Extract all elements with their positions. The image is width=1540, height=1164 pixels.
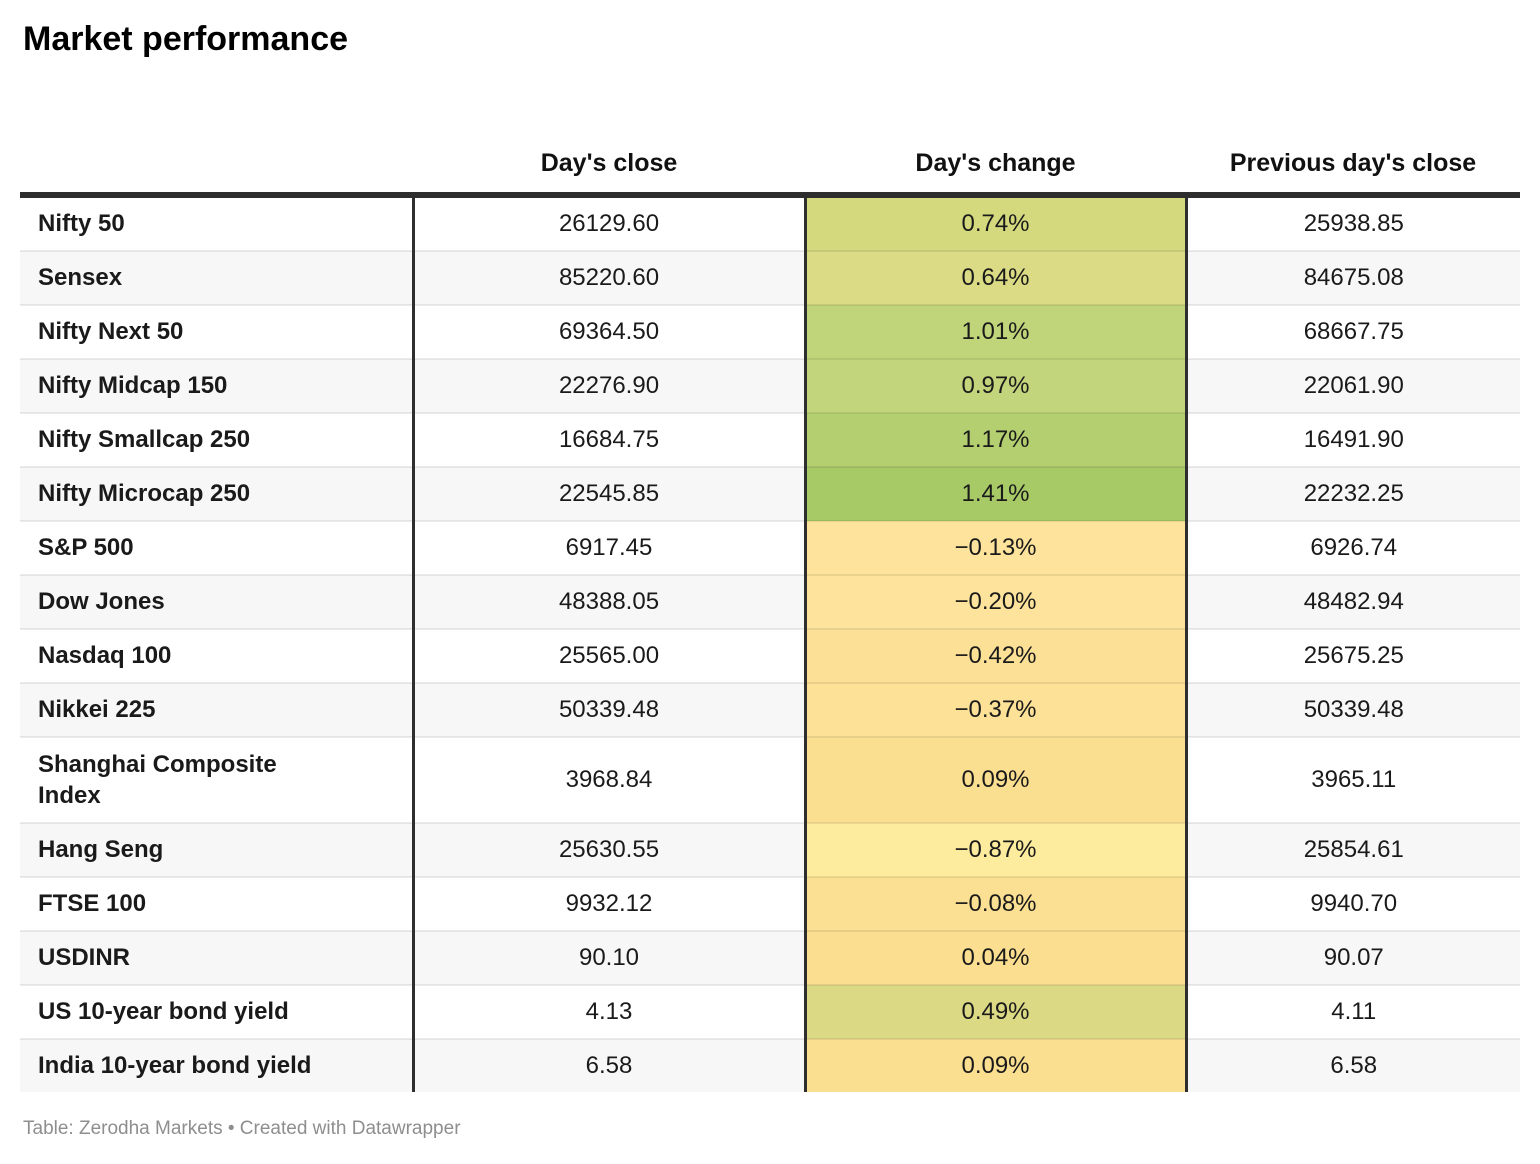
- cell-previous-days-close: 90.07: [1186, 930, 1520, 985]
- cell-days-change: −0.20%: [803, 574, 1188, 629]
- table-row: Nifty Smallcap 250 16684.75 1.17% 16491.…: [20, 412, 1520, 467]
- table-row: Nasdaq 100 25565.00 −0.42% 25675.25: [20, 628, 1520, 683]
- column-header-blank: [20, 106, 413, 198]
- table-body: Nifty 50 26129.60 0.74% 25938.85 Sensex …: [20, 195, 1520, 1092]
- cell-days-change: 1.41%: [803, 466, 1188, 521]
- table-row: Hang Seng 25630.55 −0.87% 25854.61: [20, 822, 1520, 877]
- cell-days-close: 50339.48: [413, 682, 805, 737]
- table-row: USDINR 90.10 0.04% 90.07: [20, 930, 1520, 985]
- cell-days-close: 26129.60: [558, 210, 660, 237]
- column-header-previous-days-close: Previous day's close: [1186, 106, 1520, 198]
- table-row: Nikkei 225 50339.48 −0.37% 50339.48: [20, 682, 1520, 737]
- cell-days-close: 25630.55: [413, 822, 805, 877]
- cell-previous-days-close: 25675.25: [1186, 628, 1520, 683]
- cell-previous-days-close: 9940.70: [1186, 876, 1520, 931]
- market-performance-table: Day's close Day's change Previous day's …: [20, 106, 1520, 1092]
- table-row: S&P 500 6917.45 −0.13% 6926.74: [20, 520, 1520, 575]
- cell-days-close: 9932.12: [413, 876, 805, 931]
- table-header: Day's close Day's change Previous day's …: [20, 106, 1520, 198]
- cell-previous-days-close: 3965.11: [1186, 736, 1520, 823]
- row-label: US 10-year bond yield: [20, 984, 415, 1039]
- cell-days-change: 0.04%: [803, 930, 1188, 985]
- cell-previous-days-close: 22232.25: [1186, 466, 1520, 521]
- cell-days-change: −0.13%: [803, 520, 1188, 575]
- table-row: Sensex 85220.60 0.64% 84675.08: [20, 250, 1520, 305]
- cell-days-change: 1.17%: [803, 412, 1188, 467]
- cell-days-change: 0.64%: [803, 250, 1188, 305]
- cell-days-change: −0.37%: [803, 682, 1188, 737]
- cell-days-close: 6.58: [413, 1038, 805, 1092]
- table-row: Nifty 50 26129.60 0.74% 25938.85: [20, 195, 1520, 251]
- row-label: Hang Seng: [20, 822, 415, 877]
- row-label: FTSE 100: [20, 876, 415, 931]
- row-label: Dow Jones: [20, 574, 415, 629]
- page-title: Market performance: [23, 20, 349, 58]
- row-label: Nifty Microcap 250: [20, 466, 415, 521]
- cell-days-change: 1.01%: [803, 304, 1188, 359]
- table-row: Shanghai Composite Index 3968.84 0.09% 3…: [20, 736, 1520, 823]
- row-label: Nasdaq 100: [20, 628, 415, 683]
- row-label: S&P 500: [20, 520, 415, 575]
- table-row: FTSE 100 9932.12 −0.08% 9940.70: [20, 876, 1520, 931]
- table-row: Nifty Next 50 69364.50 1.01% 68667.75: [20, 304, 1520, 359]
- cell-days-change: 0.09%: [803, 1038, 1188, 1092]
- row-label: Nifty Smallcap 250: [20, 412, 415, 467]
- cell-days-change: 0.74%: [803, 195, 1188, 251]
- cell-previous-days-close: 16491.90: [1186, 412, 1520, 467]
- row-label: USDINR: [20, 930, 415, 985]
- cell-days-change: 0.49%: [803, 984, 1188, 1039]
- cell-previous-days-close: 68667.75: [1186, 304, 1520, 359]
- row-label: Nifty Next 50: [20, 304, 415, 359]
- cell-days-close: 22276.90: [413, 358, 805, 413]
- cell-previous-days-close: 84675.08: [1186, 250, 1520, 305]
- cell-days-change: −0.42%: [803, 628, 1188, 683]
- table-row: Nifty Microcap 250 22545.85 1.41% 22232.…: [20, 466, 1520, 521]
- column-header-days-change: Day's change: [805, 106, 1186, 198]
- cell-days-close: 6917.45: [413, 520, 805, 575]
- cell-days-close: 4.13: [413, 984, 805, 1039]
- table-row: US 10-year bond yield 4.13 0.49% 4.11: [20, 984, 1520, 1039]
- row-label: Nifty 50: [20, 195, 415, 251]
- cell-previous-days-close: 6926.74: [1186, 520, 1520, 575]
- cell-days-close: 85220.60: [413, 250, 805, 305]
- cell-days-close: 3968.84: [413, 736, 805, 823]
- row-label: Nikkei 225: [20, 682, 415, 737]
- cell-previous-days-close: 48482.94: [1186, 574, 1520, 629]
- cell-days-close: 48388.05: [413, 574, 805, 629]
- row-label: India 10-year bond yield: [20, 1038, 415, 1092]
- cell-days-change: −0.87%: [803, 822, 1188, 877]
- attribution-footer: Table: Zerodha Markets • Created with Da…: [23, 1118, 461, 1139]
- cell-days-change: 0.09%: [803, 736, 1188, 823]
- table-row: Dow Jones 48388.05 −0.20% 48482.94: [20, 574, 1520, 629]
- column-header-days-close: Day's close: [413, 106, 805, 198]
- table-row: Nifty Midcap 150 22276.90 0.97% 22061.90: [20, 358, 1520, 413]
- cell-previous-days-close: 50339.48: [1186, 682, 1520, 737]
- cell-previous-days-close: 6.58: [1186, 1038, 1520, 1092]
- row-label: Nifty Midcap 150: [20, 358, 415, 413]
- table-row: India 10-year bond yield 6.58 0.09% 6.58: [20, 1038, 1520, 1092]
- row-label: Sensex: [20, 250, 415, 305]
- cell-previous-days-close: 25938.85: [1303, 210, 1404, 237]
- cell-days-close: 25565.00: [413, 628, 805, 683]
- cell-days-close: 16684.75: [413, 412, 805, 467]
- cell-days-close: 90.10: [413, 930, 805, 985]
- cell-days-change: −0.08%: [803, 876, 1188, 931]
- cell-days-close: 22545.85: [413, 466, 805, 521]
- cell-days-close: 69364.50: [413, 304, 805, 359]
- cell-previous-days-close: 4.11: [1186, 984, 1520, 1039]
- cell-previous-days-close: 22061.90: [1186, 358, 1520, 413]
- row-label: Shanghai Composite Index: [20, 736, 415, 823]
- cell-previous-days-close: 25854.61: [1186, 822, 1520, 877]
- cell-days-change: 0.97%: [803, 358, 1188, 413]
